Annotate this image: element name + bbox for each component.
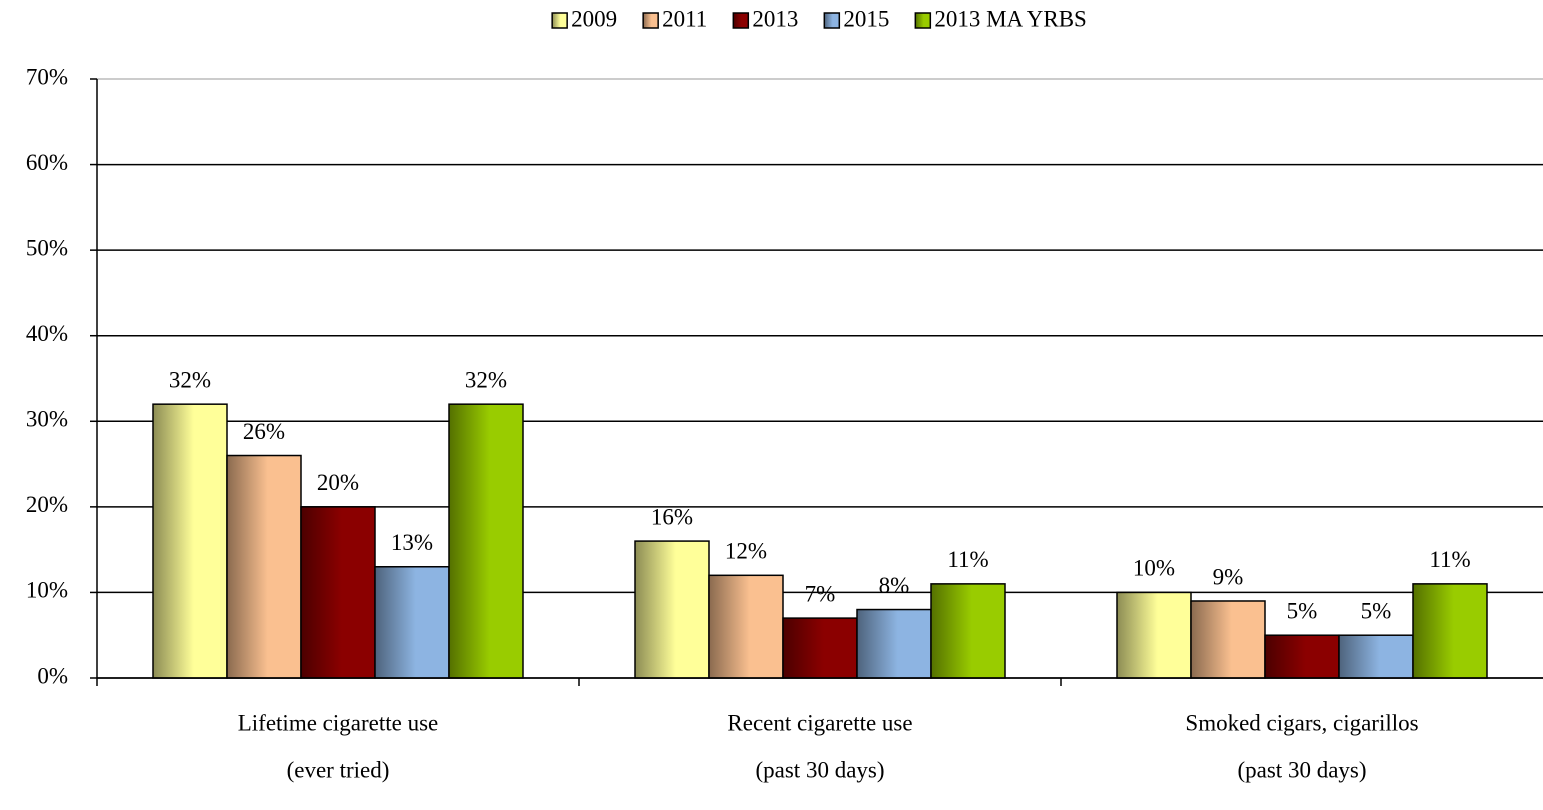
legend-label: 2015 <box>843 6 889 31</box>
y-tick-label: 20% <box>26 492 68 517</box>
legend-label: 2009 <box>571 6 617 31</box>
bar <box>448 403 524 679</box>
bar <box>1264 634 1340 679</box>
legend-label: 2011 <box>662 6 707 31</box>
bar <box>374 566 450 679</box>
data-label: 9% <box>1213 564 1244 589</box>
data-label: 32% <box>169 367 211 392</box>
bar <box>1412 583 1488 679</box>
y-tick-label: 10% <box>26 578 68 603</box>
bar <box>708 574 784 679</box>
x-tick-label: Smoked cigars, cigarillos <box>1185 710 1418 735</box>
data-label: 11% <box>1429 547 1470 572</box>
data-label: 8% <box>879 573 910 598</box>
data-label: 5% <box>1361 598 1392 623</box>
y-tick-label: 70% <box>26 64 68 89</box>
legend-swatch <box>914 12 932 29</box>
data-label: 5% <box>1287 598 1318 623</box>
legend-swatch <box>823 12 841 29</box>
data-label: 12% <box>725 539 767 564</box>
bar <box>152 403 228 679</box>
bar <box>1338 634 1414 679</box>
data-label: 13% <box>391 530 433 555</box>
y-tick-label: 60% <box>26 150 68 175</box>
bar <box>1116 591 1192 679</box>
x-tick-label: (past 30 days) <box>1237 757 1366 782</box>
data-label: 10% <box>1133 556 1175 581</box>
legend-swatch <box>642 12 659 29</box>
x-tick-label: (past 30 days) <box>755 757 884 782</box>
legend: 2009 2011 2013 2015 2013 MA YRBS <box>551 6 1087 31</box>
legend-swatch <box>732 12 750 29</box>
bar <box>856 608 932 679</box>
y-tick-label: 30% <box>26 407 68 432</box>
data-label: 11% <box>947 547 988 572</box>
bar <box>782 617 858 679</box>
x-tick-label: Lifetime cigarette use <box>238 710 439 735</box>
y-tick-label: 40% <box>26 321 68 346</box>
bar <box>226 454 302 679</box>
data-label: 32% <box>465 367 507 392</box>
bar <box>930 583 1006 679</box>
data-label: 7% <box>805 581 836 606</box>
x-tick-label: Recent cigarette use <box>727 710 912 735</box>
legend-label: 2013 <box>752 6 798 31</box>
legend-swatch <box>551 12 568 29</box>
data-label: 26% <box>243 419 285 444</box>
y-tick-label: 50% <box>26 235 68 260</box>
y-tick-label: 0% <box>37 663 68 688</box>
bar <box>300 506 376 679</box>
bar <box>1190 600 1266 679</box>
data-label: 16% <box>651 504 693 529</box>
data-label: 20% <box>317 470 359 495</box>
legend-label: 2013 MA YRBS <box>934 6 1087 31</box>
bar <box>634 540 710 679</box>
x-tick-label: (ever tried) <box>287 757 390 782</box>
